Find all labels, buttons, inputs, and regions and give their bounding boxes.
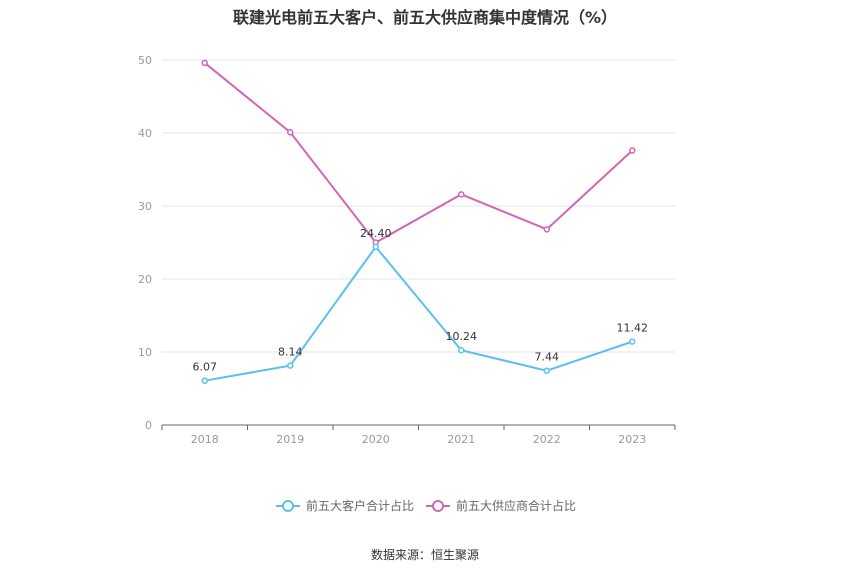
x-tick-label: 2023	[618, 433, 646, 446]
data-point	[629, 338, 636, 345]
data-label: 8.14	[278, 346, 303, 359]
legend-item: 前五大供应商合计占比	[426, 498, 576, 513]
legend-item: 前五大客户合计占比	[276, 498, 414, 513]
x-tick-label: 2021	[447, 433, 475, 446]
series-line	[204, 245, 633, 382]
legend-label: 前五大供应商合计占比	[456, 498, 576, 513]
series-line	[204, 62, 633, 244]
series-lines	[201, 59, 636, 384]
data-point	[287, 362, 294, 369]
y-tick-label: 30	[138, 200, 152, 213]
legend-marker	[432, 500, 444, 512]
data-point	[287, 129, 294, 136]
x-tick-label: 2019	[276, 433, 304, 446]
data-label: 10.24	[446, 330, 478, 343]
data-point	[372, 243, 379, 251]
source-note: 数据来源：恒生聚源	[370, 548, 479, 562]
data-label: 24.40	[360, 227, 392, 240]
y-tick-label: 10	[138, 346, 152, 359]
axes: 0 10 20 30 40 50 2018 2019 2020 2021 2022 2023	[138, 54, 676, 446]
x-tick-label: 2022	[533, 433, 561, 446]
data-label: 11.42	[617, 322, 649, 335]
y-tick-label: 0	[145, 419, 152, 432]
data-label: 7.44	[535, 351, 560, 364]
grid-lines	[162, 59, 675, 353]
x-tick-label: 2020	[362, 433, 390, 446]
x-tick-label: 2018	[191, 433, 219, 446]
y-tick-label: 40	[138, 127, 152, 140]
data-point	[201, 377, 208, 384]
data-point	[458, 346, 465, 354]
legend: 前五大客户合计占比 前五大供应商合计占比	[276, 498, 576, 513]
data-labels: 6.07 8.14 24.40 10.24 7.44 11.42	[193, 227, 649, 374]
legend-marker	[282, 500, 294, 512]
chart-title: 联建光电前五大客户、前五大供应商集中度情况（%）	[232, 8, 618, 27]
data-point	[543, 226, 550, 233]
legend-label: 前五大客户合计占比	[306, 498, 414, 513]
data-point	[629, 147, 636, 154]
data-point	[543, 367, 550, 374]
data-label: 6.07	[193, 361, 218, 374]
data-point	[458, 191, 465, 198]
data-point	[201, 59, 208, 67]
y-tick-label: 50	[138, 54, 152, 67]
y-tick-label: 20	[138, 273, 152, 286]
